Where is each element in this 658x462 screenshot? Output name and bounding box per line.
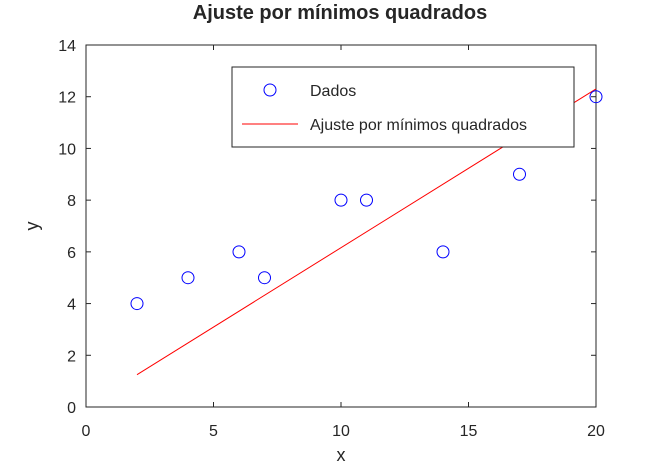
data-point <box>334 193 348 207</box>
legend: Dados Ajuste por mínimos quadrados <box>231 66 575 148</box>
data-point <box>258 271 271 285</box>
y-axis-label: y <box>22 222 42 231</box>
legend-label-dados: Dados <box>310 83 356 100</box>
x-tick-label: 20 <box>587 423 605 440</box>
data-point <box>130 297 144 311</box>
y-tick-label: 8 <box>67 193 76 210</box>
legend-box <box>231 66 575 148</box>
data-point <box>589 90 603 104</box>
x-axis-label: x <box>337 445 346 462</box>
y-tick-label: 10 <box>58 141 76 158</box>
y-tick-label: 0 <box>67 400 76 417</box>
data-point <box>513 167 526 181</box>
y-tick-label: 14 <box>58 38 76 55</box>
data-point <box>436 245 450 259</box>
chart-title: Ajuste por mínimos quadrados <box>193 2 487 24</box>
data-point <box>181 271 195 285</box>
axis-ticks: 0 5 10 15 20 0 2 4 6 8 10 12 14 <box>58 38 605 440</box>
y-tick-label: 12 <box>58 90 76 107</box>
y-tick-label: 6 <box>67 245 76 262</box>
data-point <box>232 245 246 259</box>
y-tick-label: 4 <box>67 297 76 314</box>
x-tick-label: 0 <box>82 423 91 440</box>
x-tick-label: 15 <box>460 423 478 440</box>
data-point <box>360 193 373 207</box>
legend-marker-dados <box>263 83 277 97</box>
legend-label-ajuste: Ajuste por mínimos quadrados <box>310 117 527 134</box>
x-tick-label: 10 <box>332 423 350 440</box>
x-tick-label: 5 <box>209 423 218 440</box>
y-tick-label: 2 <box>67 348 76 365</box>
